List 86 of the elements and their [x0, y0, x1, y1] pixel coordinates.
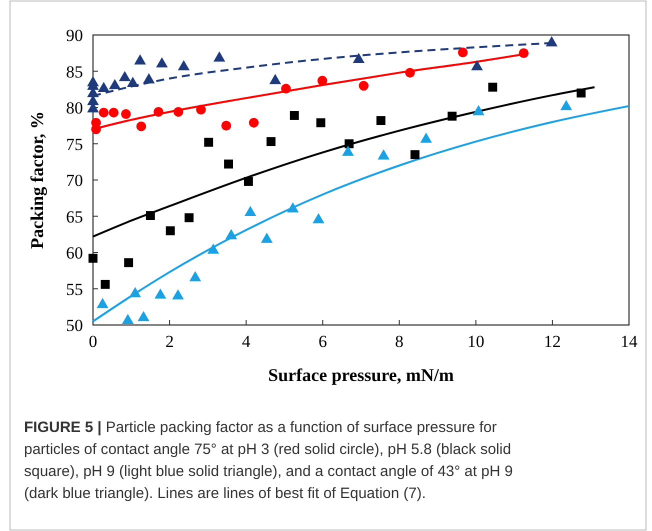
point	[166, 226, 175, 236]
y-tick-label: 60	[66, 244, 83, 262]
point	[518, 48, 529, 58]
point	[352, 52, 365, 64]
y-tick-label: 75	[66, 134, 83, 154]
point	[248, 118, 259, 128]
point	[312, 213, 324, 224]
point	[488, 82, 498, 92]
point	[472, 105, 484, 116]
point	[121, 109, 131, 119]
point	[420, 132, 432, 143]
y-tick-label: 50	[66, 316, 83, 335]
point	[244, 206, 256, 216]
point	[138, 310, 150, 322]
line-series	[92, 105, 630, 322]
point	[143, 73, 155, 84]
point	[118, 70, 131, 82]
point	[225, 229, 238, 240]
point	[405, 68, 415, 78]
point	[316, 118, 326, 128]
point	[88, 254, 98, 263]
point	[376, 116, 386, 126]
point	[458, 48, 468, 58]
point	[471, 60, 483, 70]
x-tick-label: 12	[544, 332, 561, 351]
x-tick-label: 4	[242, 332, 251, 351]
x-axis-title: Surface pressure, mN/m	[268, 365, 454, 385]
x-tick-label: 0	[88, 332, 98, 351]
point	[184, 213, 194, 222]
point	[290, 111, 299, 120]
y-tick-label: 55	[66, 280, 83, 299]
point	[100, 280, 110, 289]
point	[146, 211, 155, 220]
x-tick-label: 2	[165, 332, 174, 351]
point	[221, 120, 232, 130]
point	[126, 76, 139, 87]
point	[342, 146, 354, 156]
point	[546, 36, 558, 46]
point	[576, 88, 586, 98]
caption: FIGURE 5 | Particle packing factor as a function of surface pressure for particles of contact angle 75° at pH 3 (red solid circle), pH 5.8 (black solid square), pH 9 (light blue solid triangle), and a contact angle of 43° at pH 9 (dark blue triangle). Lines are lines of best fit of Equation (7).	[24, 419, 513, 502]
point	[448, 112, 457, 121]
y-tick-label: 85	[66, 62, 83, 82]
x-tick-label: 14	[620, 332, 638, 351]
y-axis-title: Packing factor, %	[27, 111, 47, 249]
point	[96, 298, 108, 308]
point	[196, 104, 206, 115]
y-tick-label: 70	[66, 171, 83, 190]
point	[136, 121, 146, 132]
x-tick-label: 10	[467, 332, 484, 351]
point	[122, 314, 134, 324]
point	[98, 82, 110, 92]
point	[260, 232, 273, 243]
point	[224, 160, 234, 169]
point	[172, 289, 184, 300]
line-series	[92, 86, 596, 238]
point	[244, 176, 253, 186]
point	[286, 202, 299, 212]
point	[207, 244, 220, 254]
point	[156, 57, 168, 68]
x-tick-label: 8	[395, 332, 404, 351]
point	[344, 139, 354, 148]
point	[173, 106, 184, 117]
point	[154, 106, 164, 117]
point	[410, 150, 420, 160]
point	[560, 100, 572, 110]
point	[189, 271, 202, 282]
y-tick-label: 65	[66, 207, 83, 226]
y-tick-label: 90	[66, 26, 83, 45]
x-tick-label: 6	[318, 332, 327, 351]
y-tick-label: 80	[66, 98, 83, 118]
point	[378, 149, 390, 160]
point	[134, 54, 146, 64]
point	[213, 51, 226, 62]
point	[266, 137, 276, 146]
point	[124, 258, 134, 268]
point	[154, 288, 166, 299]
point	[108, 78, 121, 90]
point	[108, 108, 119, 118]
point	[269, 74, 282, 84]
point	[317, 76, 328, 86]
point	[178, 60, 190, 70]
point	[98, 108, 109, 118]
point	[281, 84, 291, 94]
point	[358, 80, 369, 91]
point	[204, 138, 214, 147]
point	[129, 287, 141, 298]
